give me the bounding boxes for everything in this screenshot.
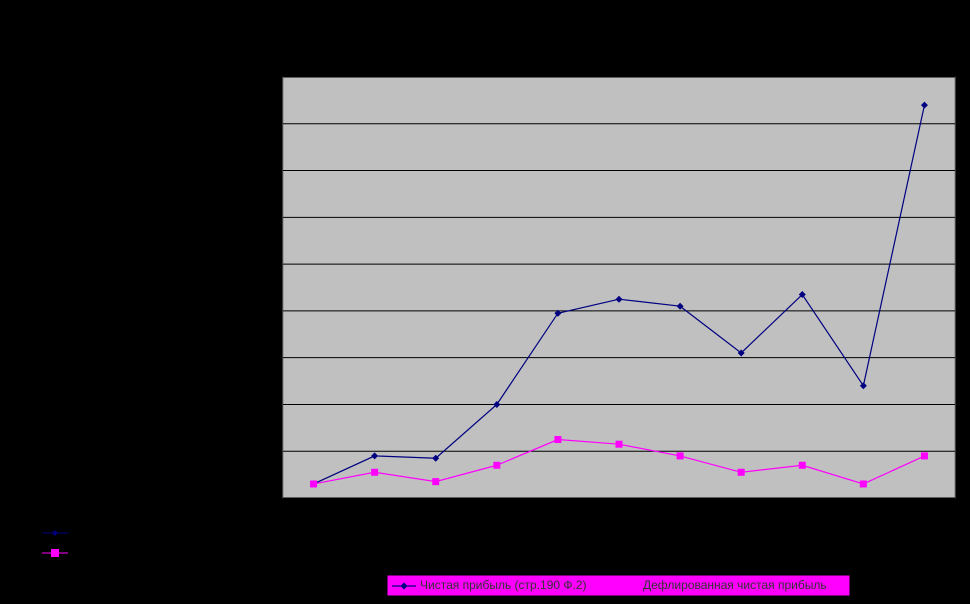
marker xyxy=(798,291,806,299)
marker xyxy=(400,582,408,590)
marker xyxy=(920,452,928,460)
legend-label: Дефлированная чистая прибыль xyxy=(643,578,827,592)
marker xyxy=(493,461,501,469)
legend-marker xyxy=(51,549,59,557)
marker xyxy=(798,461,806,469)
marker xyxy=(737,349,745,357)
marker xyxy=(920,101,928,109)
marker xyxy=(310,480,318,488)
marker xyxy=(623,582,631,590)
marker xyxy=(737,468,745,476)
plot-area xyxy=(282,76,956,499)
marker xyxy=(859,480,867,488)
marker xyxy=(432,478,440,486)
legend-label: Чистая прибыль (стр.190 Ф.2) xyxy=(420,578,587,592)
marker xyxy=(432,454,440,462)
marker xyxy=(554,436,562,444)
marker xyxy=(615,440,623,448)
marker xyxy=(371,468,379,476)
marker xyxy=(859,382,867,390)
marker xyxy=(676,452,684,460)
marker xyxy=(493,400,501,408)
legend-marker xyxy=(52,530,58,536)
marker xyxy=(554,309,562,317)
marker xyxy=(615,295,623,303)
side-legend xyxy=(42,530,68,557)
marker xyxy=(676,302,684,310)
marker xyxy=(371,452,379,460)
